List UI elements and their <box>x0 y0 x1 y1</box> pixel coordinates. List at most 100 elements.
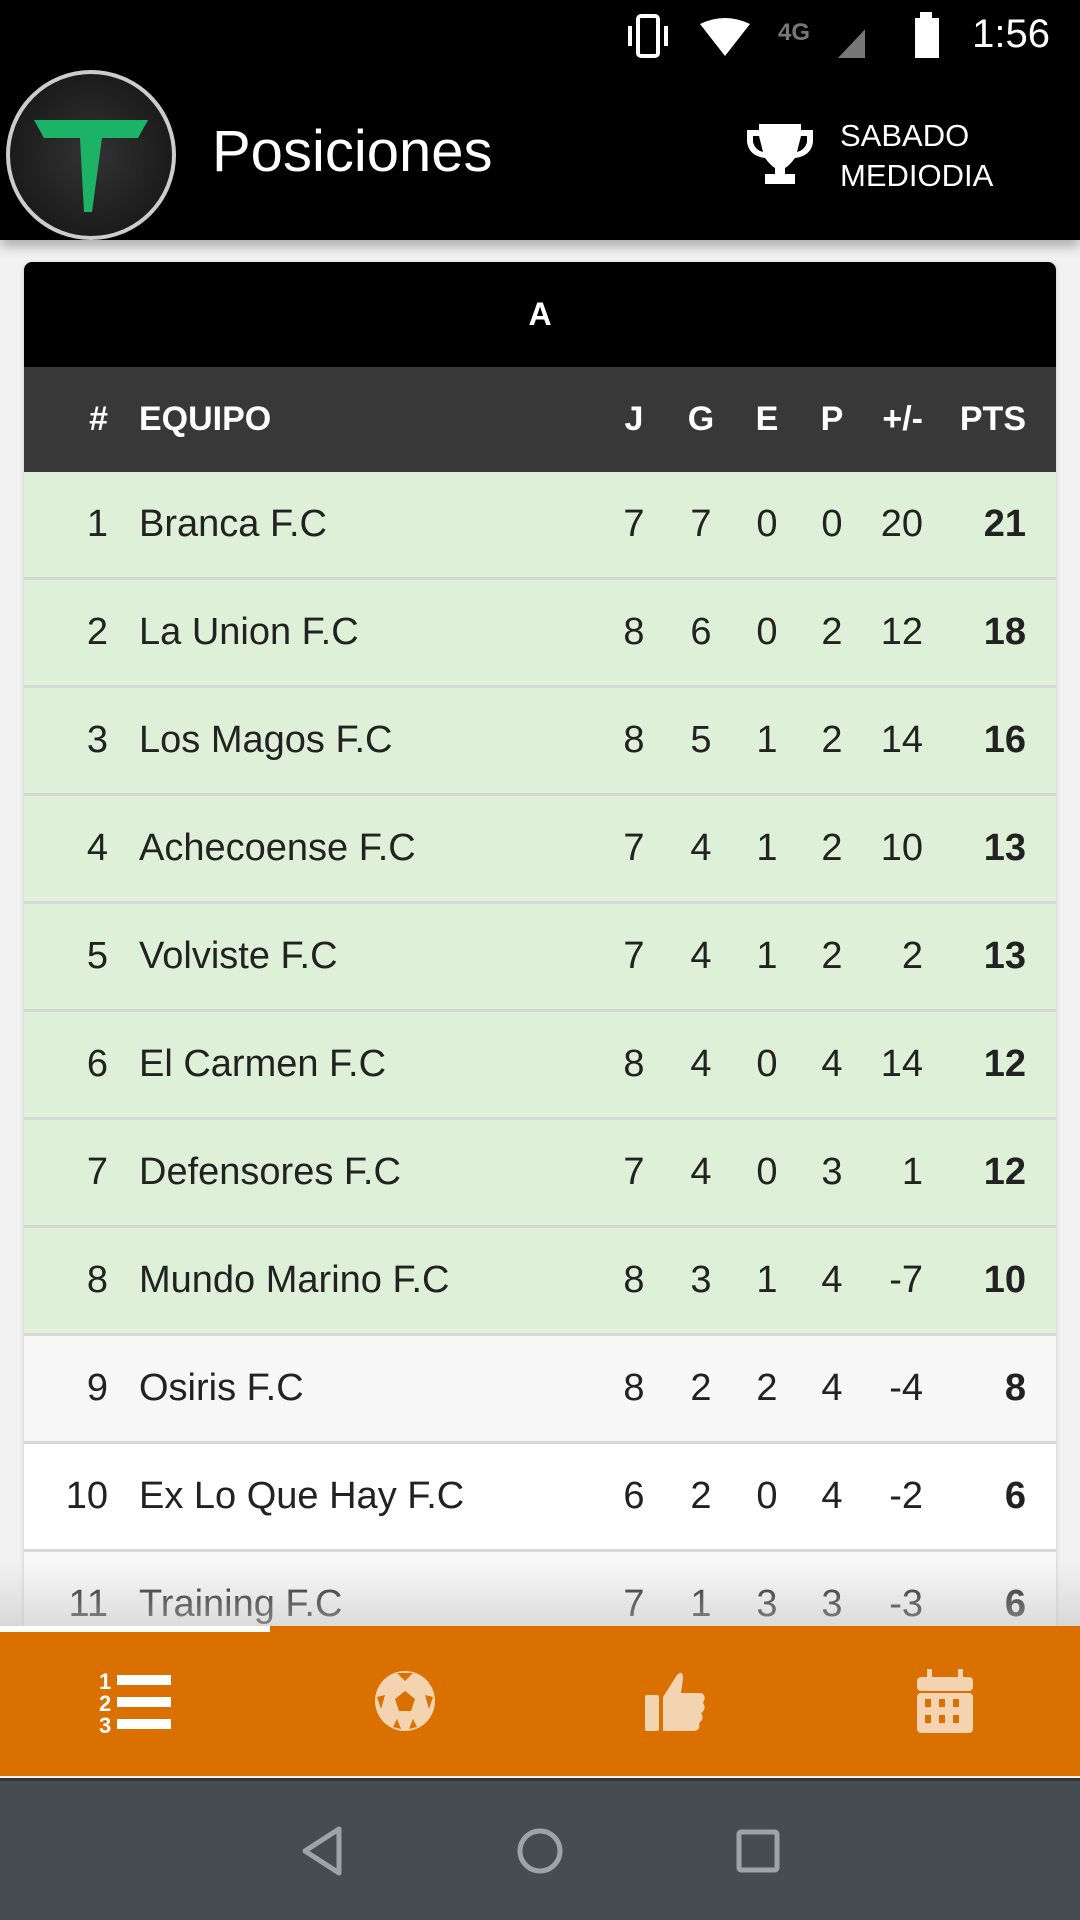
cell-p: 3 <box>821 1151 843 1193</box>
system-nav-bar <box>0 1778 1080 1920</box>
cell-g: 5 <box>690 719 712 761</box>
cell-pts: 13 <box>983 827 1026 869</box>
tab-likes[interactable] <box>540 1626 810 1776</box>
home-icon[interactable] <box>515 1826 565 1876</box>
app-logo[interactable] <box>6 70 176 240</box>
cell-p: 2 <box>821 827 843 869</box>
table-row[interactable]: 6 El Carmen F.C 8 4 0 4 14 12 <box>24 1012 1056 1120</box>
cell-pts: 16 <box>983 719 1026 761</box>
league-name-line1: SABADO <box>840 118 970 153</box>
cell-pts: 13 <box>983 935 1026 977</box>
cell-e: 0 <box>756 1151 778 1193</box>
header-e: E <box>755 400 779 438</box>
cell-j: 7 <box>623 1151 645 1193</box>
signal-icon <box>838 29 865 58</box>
cell-g: 2 <box>690 1367 712 1409</box>
recents-icon[interactable] <box>735 1828 781 1874</box>
cell-j: 8 <box>623 1043 645 1085</box>
cell-pos: 5 <box>86 935 108 977</box>
cell-e: 1 <box>756 1259 778 1301</box>
app-bar: Posiciones SABADO MEDIODIA <box>0 70 1080 240</box>
table-row[interactable]: 8 Mundo Marino F.C 8 3 1 4 -7 10 <box>24 1228 1056 1336</box>
cell-p: 4 <box>821 1475 843 1517</box>
cell-pts: 12 <box>983 1151 1026 1193</box>
cell-g: 6 <box>690 611 712 653</box>
cell-e: 0 <box>756 1475 778 1517</box>
cell-e: 1 <box>756 827 778 869</box>
back-icon[interactable] <box>299 1826 345 1876</box>
page-title: Posiciones <box>212 119 493 184</box>
tab-matches[interactable] <box>270 1626 540 1776</box>
svg-text:1: 1 <box>99 1669 111 1694</box>
cell-pos: 1 <box>86 503 108 545</box>
cell-j: 7 <box>623 827 645 869</box>
cell-gd: 1 <box>901 1151 923 1193</box>
cell-p: 4 <box>821 1259 843 1301</box>
cell-pts: 6 <box>1004 1475 1026 1517</box>
cell-gd: -7 <box>889 1259 923 1301</box>
cell-pos: 8 <box>86 1259 108 1301</box>
vibrate-icon <box>628 14 668 58</box>
tab-calendar[interactable] <box>810 1626 1080 1776</box>
table-row[interactable]: 3 Los Magos F.C 8 5 1 2 14 16 <box>24 688 1056 796</box>
header-team: EQUIPO <box>139 400 272 438</box>
cell-team: Defensores F.C <box>139 1151 401 1193</box>
cell-pos: 9 <box>86 1367 108 1409</box>
cell-gd: 10 <box>880 827 923 869</box>
cell-g: 4 <box>690 935 712 977</box>
table-row[interactable]: 10 Ex Lo Que Hay F.C 6 2 0 4 -2 6 <box>24 1444 1056 1552</box>
cell-p: 2 <box>821 719 843 761</box>
table-row[interactable]: 1 Branca F.C 7 7 0 0 20 21 <box>24 472 1056 580</box>
header-pts: PTS <box>959 400 1026 438</box>
cell-pos: 2 <box>86 611 108 653</box>
cell-e: 1 <box>756 935 778 977</box>
table-row[interactable]: 2 La Union F.C 8 6 0 2 12 18 <box>24 580 1056 688</box>
cell-pts: 12 <box>983 1043 1026 1085</box>
header-j: J <box>624 400 644 438</box>
header-pos: # <box>89 400 108 438</box>
cell-team: Branca F.C <box>139 503 327 545</box>
table-row[interactable]: 7 Defensores F.C 7 4 0 3 1 12 <box>24 1120 1056 1228</box>
cell-gd: 20 <box>880 503 923 545</box>
cell-g: 4 <box>690 827 712 869</box>
cell-pos: 7 <box>86 1151 108 1193</box>
group-title: A <box>24 262 1056 367</box>
cell-g: 4 <box>690 1151 712 1193</box>
status-bar: 4G 1:56 <box>0 0 1080 70</box>
cell-j: 7 <box>623 503 645 545</box>
cell-g: 2 <box>690 1475 712 1517</box>
scroll-fade <box>0 1560 1080 1626</box>
battery-icon <box>915 12 939 58</box>
table-row[interactable]: 9 Osiris F.C 8 2 2 4 -4 8 <box>24 1336 1056 1444</box>
league-name-line2: MEDIODIA <box>840 158 994 193</box>
cell-j: 8 <box>623 719 645 761</box>
cell-p: 2 <box>821 935 843 977</box>
cell-e: 0 <box>756 611 778 653</box>
trophy-icon[interactable] <box>745 122 815 186</box>
league-selector[interactable]: SABADO MEDIODIA <box>840 116 993 196</box>
cell-pos: 3 <box>86 719 108 761</box>
table-header: # EQUIPO J G E P +/- PTS <box>24 367 1056 472</box>
table-row[interactable]: 4 Achecoense F.C 7 4 1 2 10 13 <box>24 796 1056 904</box>
cell-j: 8 <box>623 611 645 653</box>
cell-gd: 14 <box>880 719 923 761</box>
svg-text:4G: 4G <box>778 19 810 46</box>
cell-e: 2 <box>756 1367 778 1409</box>
cell-gd: -4 <box>889 1367 923 1409</box>
cell-g: 3 <box>690 1259 712 1301</box>
cell-g: 7 <box>690 503 712 545</box>
cell-e: 1 <box>756 719 778 761</box>
cell-p: 4 <box>821 1043 843 1085</box>
header-gd: +/- <box>882 400 923 438</box>
active-tab-indicator <box>0 1626 270 1632</box>
status-icons: 4G <box>628 14 865 58</box>
cell-gd: 14 <box>880 1043 923 1085</box>
svg-text:3: 3 <box>99 1713 111 1733</box>
cell-p: 0 <box>821 503 843 545</box>
cell-gd: 2 <box>901 935 923 977</box>
wifi-icon <box>700 18 750 56</box>
table-row[interactable]: 5 Volviste F.C 7 4 1 2 2 13 <box>24 904 1056 1012</box>
cell-e: 0 <box>756 1043 778 1085</box>
